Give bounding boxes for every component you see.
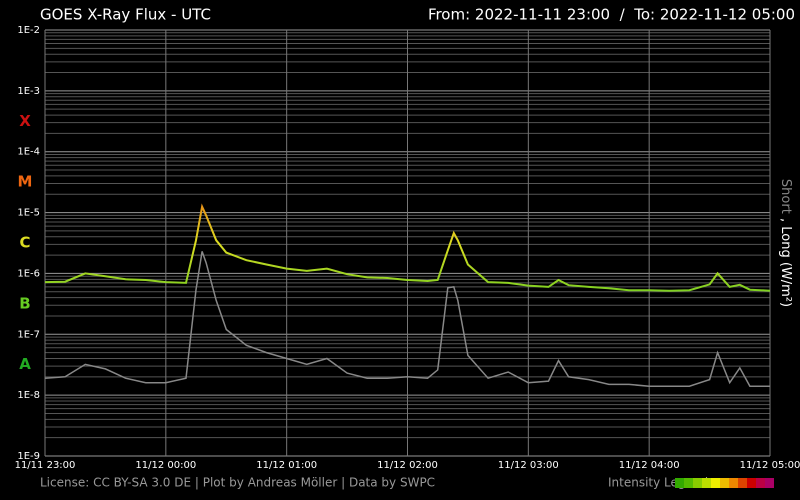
short-label: Short bbox=[779, 179, 794, 214]
legend-swatch bbox=[675, 478, 684, 488]
legend-swatch bbox=[702, 478, 711, 488]
y-tick-label: 1E-2 bbox=[17, 25, 40, 36]
y-tick-label: 1E-8 bbox=[17, 390, 40, 401]
grid bbox=[44, 29, 771, 457]
x-tick-label: 11/12 02:00 bbox=[377, 460, 438, 471]
y-tick-label: 1E-9 bbox=[17, 451, 40, 462]
y-tick-label: 1E-3 bbox=[17, 86, 40, 97]
y-tick-label: 1E-4 bbox=[17, 147, 40, 158]
x-tick-label: 11/12 01:00 bbox=[256, 460, 317, 471]
series-line bbox=[44, 251, 770, 387]
legend-swatch bbox=[693, 478, 702, 488]
x-tick-label: 11/12 03:00 bbox=[498, 460, 559, 471]
legend-swatch bbox=[729, 478, 738, 488]
flare-class-label: B bbox=[19, 294, 30, 312]
x-tick-label: 11/12 05:00 bbox=[740, 460, 800, 471]
y-label: Short , Long (W/m²) bbox=[779, 179, 794, 307]
y-tick-label: 1E-6 bbox=[17, 268, 40, 279]
legend-swatch bbox=[720, 478, 729, 488]
chart-title: GOES X-Ray Flux - UTC bbox=[40, 6, 211, 24]
legend-swatch bbox=[738, 478, 747, 488]
flare-class-label: M bbox=[18, 173, 33, 191]
flare-class-label: X bbox=[19, 112, 31, 130]
long-label: Long (W/m²) bbox=[779, 226, 794, 307]
x-tick-label: 11/12 00:00 bbox=[135, 460, 196, 471]
legend-swatch bbox=[711, 478, 720, 488]
flare-class-label: A bbox=[19, 355, 31, 373]
legend-swatch bbox=[756, 478, 765, 488]
y-label-text: Short , Long (W/m²) bbox=[779, 179, 794, 307]
legend-swatch bbox=[765, 478, 774, 488]
legend-swatch bbox=[747, 478, 756, 488]
chart-subtitle: From: 2022-11-11 23:00 / To: 2022-11-12 … bbox=[428, 6, 795, 24]
series-line bbox=[44, 203, 771, 292]
legend-swatch bbox=[684, 478, 693, 488]
x-tick-label: 11/11 23:00 bbox=[15, 460, 76, 471]
footer: License: CC BY-SA 3.0 DE | Plot by Andre… bbox=[40, 476, 435, 490]
y-tick-label: 1E-5 bbox=[17, 208, 40, 219]
x-tick-label: 11/12 04:00 bbox=[619, 460, 680, 471]
flare-class-label: C bbox=[19, 234, 30, 252]
y-tick-label: 1E-7 bbox=[17, 329, 40, 340]
separator: , bbox=[779, 218, 794, 222]
